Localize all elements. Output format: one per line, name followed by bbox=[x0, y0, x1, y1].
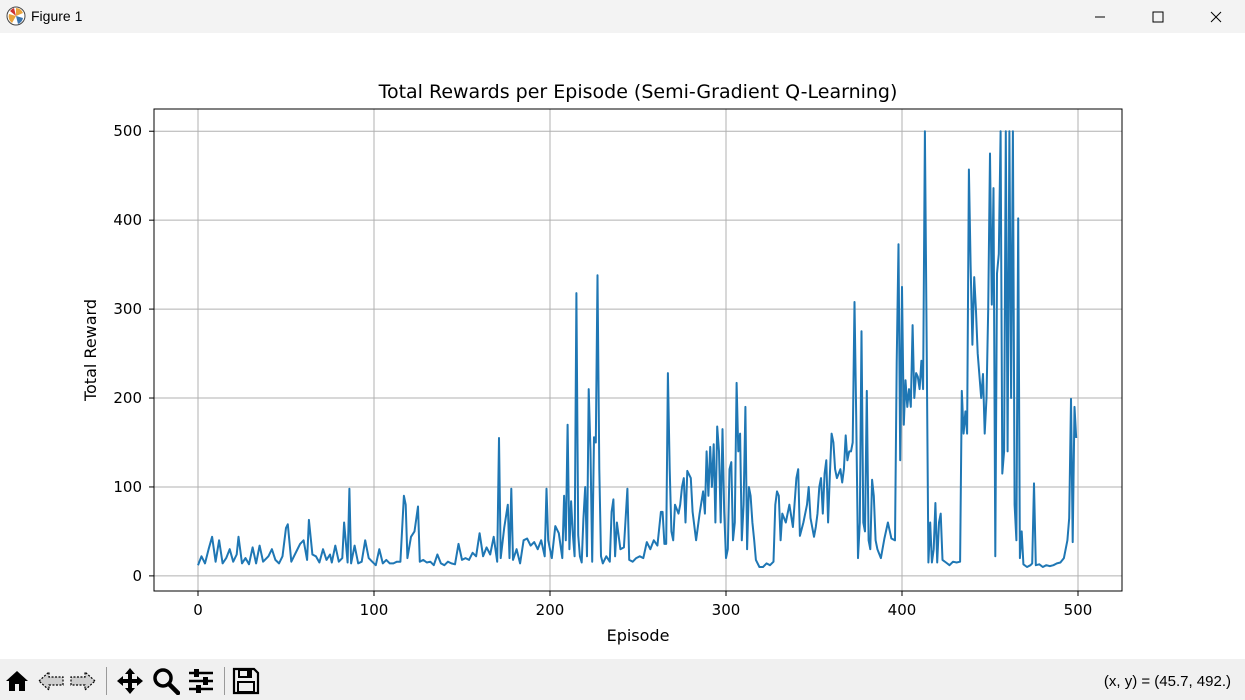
x-tick-label: 300 bbox=[712, 601, 741, 619]
maximize-icon bbox=[1152, 11, 1164, 22]
matplotlib-app-icon bbox=[6, 6, 26, 26]
back-button[interactable] bbox=[37, 667, 65, 695]
y-tick-label: 100 bbox=[113, 478, 142, 496]
zoom-button[interactable] bbox=[152, 667, 180, 695]
series-line-total-reward bbox=[197, 130, 1078, 568]
save-button[interactable] bbox=[232, 667, 260, 695]
pan-icon bbox=[117, 668, 143, 694]
window-title: Figure 1 bbox=[31, 8, 83, 24]
close-button[interactable] bbox=[1187, 0, 1245, 33]
x-axis-label: Episode bbox=[607, 626, 670, 645]
y-tick-label: 500 bbox=[113, 122, 142, 140]
x-tick-label: 500 bbox=[1064, 601, 1093, 619]
home-button[interactable] bbox=[3, 667, 31, 695]
window-titlebar: Figure 1 bbox=[0, 0, 1245, 33]
close-icon bbox=[1210, 11, 1222, 22]
configure-icon bbox=[189, 669, 213, 693]
toolbar-separator bbox=[224, 667, 225, 695]
x-axis-ticks: 0 100 200 300 400 500 bbox=[193, 591, 1092, 619]
configure-subplots-button[interactable] bbox=[187, 667, 215, 695]
zoom-icon bbox=[153, 668, 180, 695]
x-tick-label: 0 bbox=[193, 601, 203, 619]
axes-frame bbox=[153, 108, 1123, 592]
x-tick-label: 400 bbox=[888, 601, 917, 619]
y-axis-label: Total Reward bbox=[81, 299, 100, 402]
y-tick-label: 400 bbox=[113, 211, 142, 229]
home-icon bbox=[6, 671, 28, 691]
y-axis-ticks: 0 100 200 300 400 500 bbox=[113, 122, 154, 585]
x-tick-label: 100 bbox=[360, 601, 389, 619]
y-tick-label: 200 bbox=[113, 389, 142, 407]
minimize-icon bbox=[1095, 16, 1105, 17]
x-tick-label: 200 bbox=[536, 601, 565, 619]
toolbar-separator bbox=[106, 667, 107, 695]
minimize-button[interactable] bbox=[1071, 0, 1129, 33]
save-icon bbox=[232, 667, 260, 695]
y-tick-label: 0 bbox=[132, 567, 142, 585]
forward-button[interactable] bbox=[69, 667, 97, 695]
forward-icon bbox=[70, 670, 96, 692]
figure-canvas[interactable]: 0 100 200 300 400 500 0 100 200 300 400 500 Total … bbox=[0, 33, 1245, 659]
pan-button[interactable] bbox=[116, 667, 144, 695]
line-chart: 0 100 200 300 400 500 0 100 200 300 400 500 Total … bbox=[81, 81, 1123, 645]
y-tick-label: 300 bbox=[113, 300, 142, 318]
back-icon bbox=[38, 670, 64, 692]
navigation-toolbar: (x, y) = (45.7, 492.) bbox=[0, 659, 1245, 700]
maximize-button[interactable] bbox=[1129, 0, 1187, 33]
cursor-coordinates: (x, y) = (45.7, 492.) bbox=[1103, 673, 1231, 690]
chart-title: Total Rewards per Episode (Semi-Gradient… bbox=[378, 81, 898, 103]
